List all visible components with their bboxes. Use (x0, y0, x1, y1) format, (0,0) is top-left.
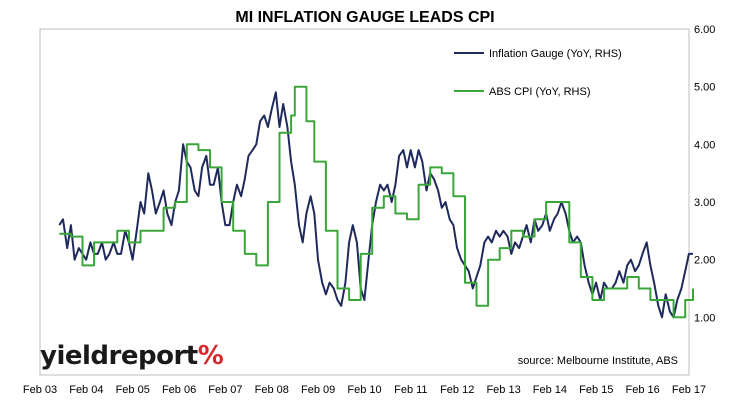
y-tick-label: 5.00 (694, 82, 715, 94)
source-note: source: Melbourne Institute, ABS (518, 355, 678, 367)
x-tick-label: Feb 06 (162, 384, 196, 396)
x-tick-label: Feb 17 (672, 384, 706, 396)
x-tick-label: Feb 08 (255, 384, 289, 396)
x-tick-label: Feb 10 (347, 384, 381, 396)
legend-label: ABS CPI (YoY, RHS) (489, 86, 591, 98)
x-tick-label: Feb 07 (208, 384, 242, 396)
y-tick-label: 1.00 (694, 312, 715, 324)
y-tick-label: 4.00 (694, 139, 715, 151)
y-tick-label: 6.00 (694, 24, 715, 36)
y-tick-label: 3.00 (694, 197, 715, 209)
yieldreport-logo: yieldreport% (40, 341, 224, 371)
logo-text: yieldreport (40, 341, 198, 371)
x-tick-label: Feb 04 (69, 384, 103, 396)
x-tick-label: Feb 11 (394, 384, 427, 396)
plot-frame (39, 28, 690, 376)
x-tick-label: Feb 13 (486, 384, 520, 396)
x-tick-label: Feb 09 (301, 384, 335, 396)
legend: Inflation Gauge (YoY, RHS) ABS CPI (YoY, … (454, 48, 622, 98)
series-line-abs-cpi (59, 85, 694, 319)
x-axis: Feb 03 Feb 04 Feb 05 Feb 06 Feb 07 Feb 08 Feb … (23, 384, 706, 396)
x-tick-label: Feb 16 (626, 384, 660, 396)
series-layer (58, 85, 694, 319)
y-axis: 6.00 5.00 4.00 3.00 2.00 1.00 (694, 24, 715, 324)
y-tick-label: 2.00 (694, 255, 715, 267)
x-tick-label: Feb 05 (116, 384, 150, 396)
logo-percent: % (197, 341, 224, 371)
x-tick-label: Feb 15 (579, 384, 613, 396)
x-tick-label: Feb 03 (23, 384, 57, 396)
x-tick-label: Feb 12 (440, 384, 474, 396)
x-tick-label: Feb 14 (533, 384, 567, 396)
series-line-inflation-gauge (58, 91, 693, 319)
legend-label: Inflation Gauge (YoY, RHS) (489, 48, 622, 60)
chart-title: MI INFLATION GAUGE LEADS CPI (235, 9, 494, 26)
